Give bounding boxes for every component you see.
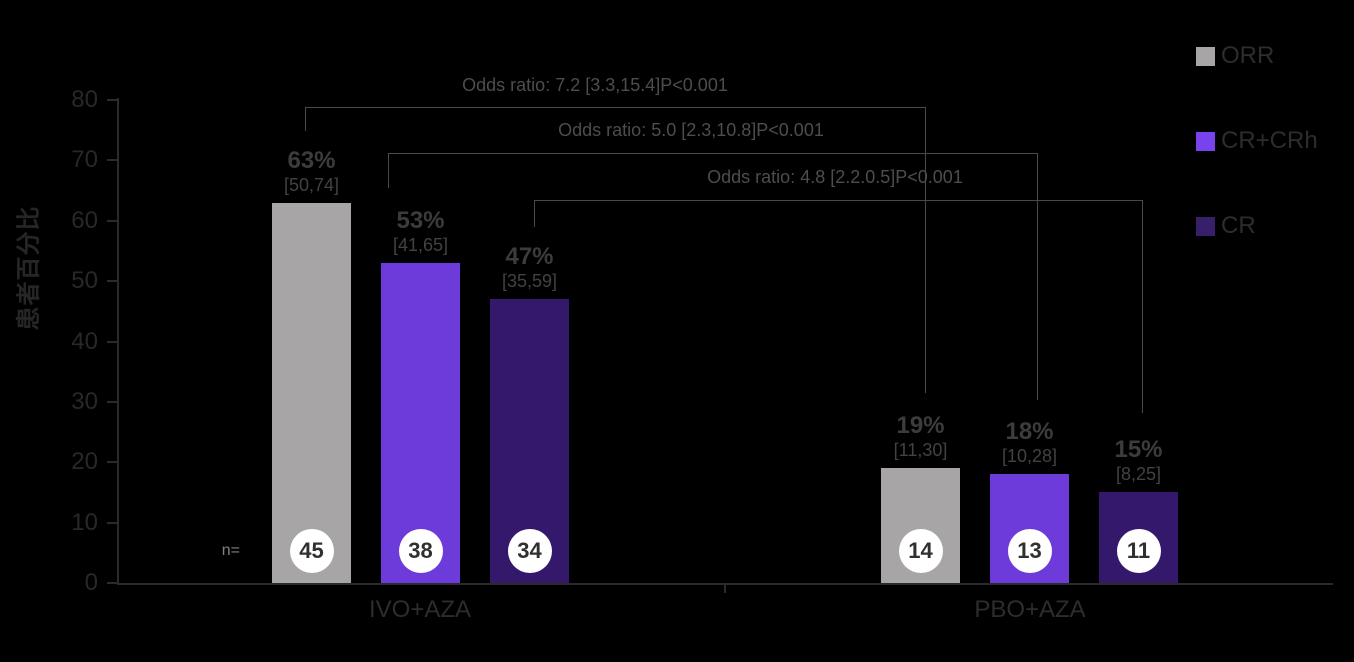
- n-circle: 13: [1007, 529, 1052, 573]
- x-label-ivo-aza: IVO+AZA: [368, 596, 472, 623]
- legend-swatch-cr-crh: [1196, 131, 1215, 151]
- legend-item-cr: CR: [1196, 214, 1256, 238]
- bracket-orr-right-leg: [925, 107, 926, 393]
- legend-swatch-cr: [1196, 216, 1215, 236]
- y-tick-mark: [107, 461, 117, 464]
- bar-value-label: 15% [8,25]: [1051, 436, 1227, 485]
- bar-ci: [10,28]: [1001, 446, 1058, 467]
- bar-ci: [41,65]: [392, 235, 449, 256]
- legend-item-orr: ORR: [1196, 44, 1274, 68]
- bar-pct: 19%: [896, 412, 945, 440]
- n-value: 14: [908, 538, 933, 563]
- odds-ratio-orr: Odds ratio: 7.2 [3.3,15.4]P<0.001: [462, 75, 728, 95]
- bar-ivo-cr-crh: 53% [41,65] 38: [381, 0, 460, 662]
- y-tick-label: 20: [71, 448, 98, 476]
- bar-pct: 53%: [396, 207, 445, 235]
- bracket-cr-crh-top: [388, 153, 1038, 154]
- bracket-cr-top: [534, 200, 1143, 201]
- y-tick-mark: [107, 280, 117, 283]
- y-tick-label: 0: [84, 569, 98, 596]
- n-value: 45: [299, 538, 324, 563]
- bracket-cr-crh-left-leg: [388, 153, 389, 188]
- legend-item-cr-crh: CR+CRh: [1196, 129, 1318, 153]
- n-circle: 14: [898, 529, 943, 573]
- bracket-cr-right-leg: [1142, 200, 1143, 413]
- n-value: 38: [408, 538, 433, 563]
- y-tick-label: 50: [71, 267, 98, 295]
- bar-pct: 18%: [1005, 418, 1054, 446]
- y-tick-mark: [107, 400, 117, 403]
- n-circle: 45: [289, 529, 334, 573]
- legend-swatch-orr: [1196, 46, 1215, 66]
- n-circle: 11: [1116, 529, 1161, 573]
- y-tick-label: 70: [71, 146, 98, 174]
- bar-ivo-cr: 47% [35,59] 34: [490, 0, 569, 662]
- y-tick-label: 10: [71, 508, 98, 536]
- bar-pbo-cr-crh: 18% [10,28] 13: [990, 0, 1069, 662]
- bar-pbo-cr: 15% [8,25] 11: [1099, 0, 1178, 662]
- legend-label-cr-crh: CR+CRh: [1221, 127, 1318, 154]
- bar-value-label: 63% [50,74]: [224, 147, 400, 196]
- bar-value-label: 47% [35,59]: [442, 243, 618, 292]
- n-value: 13: [1017, 538, 1042, 563]
- y-tick-label: 30: [71, 387, 98, 415]
- x-label-pbo-aza: PBO+AZA: [974, 596, 1086, 623]
- n-value: 34: [517, 538, 542, 563]
- n-circle: 38: [398, 529, 443, 573]
- bar-pct: 47%: [505, 243, 554, 271]
- bar: [272, 202, 351, 583]
- legend-label-cr: CR: [1221, 212, 1256, 239]
- bar-ci: [11,30]: [893, 440, 948, 461]
- odds-ratio-cr: Odds ratio: 4.8 [2.2.0.5]P<0.001: [707, 167, 963, 187]
- y-tick-mark: [107, 219, 117, 222]
- y-tick-label: 80: [71, 86, 98, 113]
- bracket-cr-crh-right-leg: [1037, 153, 1038, 400]
- y-tick-mark: [107, 99, 117, 101]
- bar-pct: 15%: [1114, 436, 1163, 464]
- bar-ivo-orr: 63% [50,74] 45: [272, 0, 351, 662]
- odds-ratio-cr-crh: Odds ratio: 5.0 [2.3,10.8]P<0.001: [558, 120, 824, 140]
- y-tick-label: 60: [71, 206, 98, 234]
- bar-pbo-orr: 19% [11,30] 14: [881, 0, 960, 662]
- y-tick-mark: [107, 582, 117, 584]
- y-axis-line: [117, 98, 119, 585]
- bar-ci: [35,59]: [501, 271, 558, 292]
- n-value: 11: [1126, 538, 1151, 563]
- x-axis-line: [117, 583, 1333, 585]
- bar-value-label: 18% [10,28]: [942, 418, 1118, 467]
- bracket-cr-left-leg: [534, 200, 535, 227]
- y-tick-mark: [107, 340, 117, 343]
- legend-label-orr: ORR: [1221, 42, 1275, 69]
- bar-value-label: 19% [11,30]: [833, 412, 1009, 461]
- x-axis-mid-tick: [724, 585, 726, 593]
- y-tick-mark: [107, 521, 117, 524]
- bar-ci: [50,74]: [283, 174, 340, 195]
- bar-value-label: 53% [41,65]: [333, 207, 509, 256]
- bar-pct: 63%: [287, 146, 336, 174]
- bar-ci: [8,25]: [1115, 464, 1162, 485]
- n-circle: 34: [507, 529, 552, 573]
- bracket-orr-left-leg: [305, 107, 306, 131]
- y-tick-label: 40: [71, 327, 98, 355]
- n-equals-label: n=: [221, 542, 240, 559]
- bracket-orr-top: [305, 107, 926, 108]
- y-tick-mark: [107, 159, 117, 162]
